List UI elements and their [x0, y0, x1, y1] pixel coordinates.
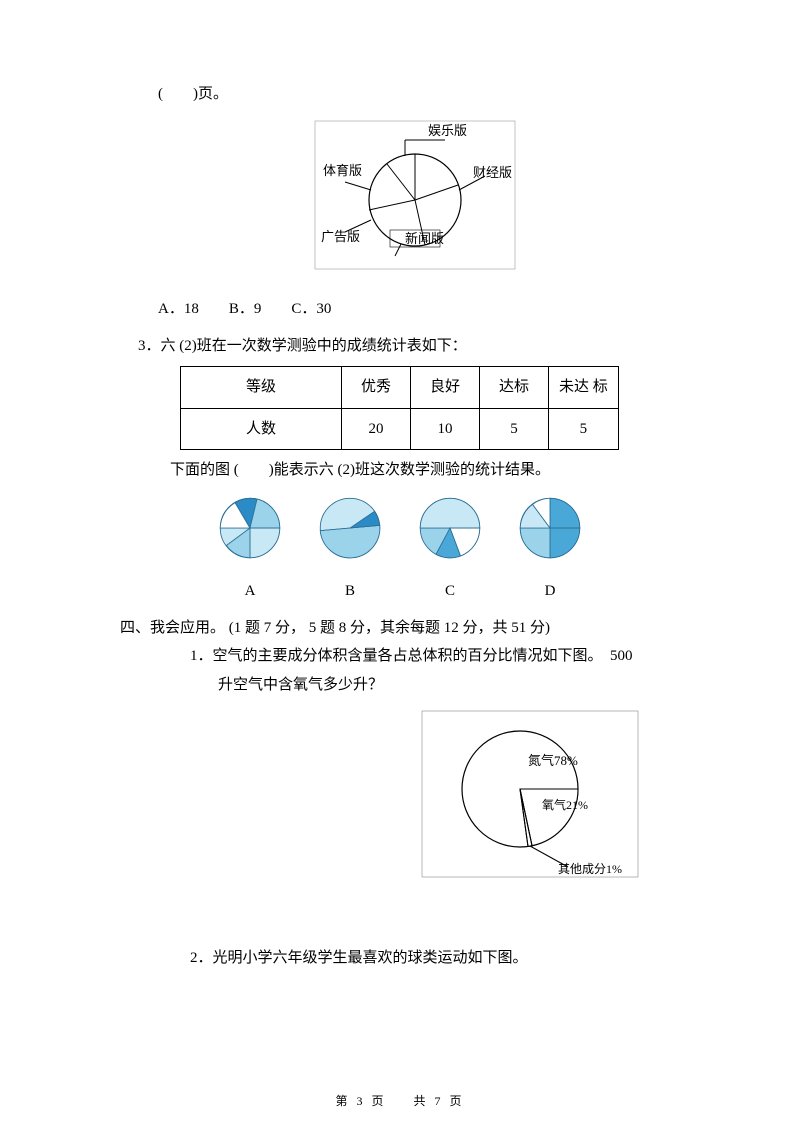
- opt-label-A: A: [215, 577, 285, 606]
- q3-after: 下面的图 ( )能表示六 (2)班这次数学测验的统计结果。: [170, 456, 680, 485]
- s4-q1-line1: 1．空气的主要成分体积含量各占总体积的百分比情况如下图。 500: [190, 642, 680, 671]
- th-fail: 未达 标: [549, 367, 619, 409]
- th-grade: 等级: [181, 367, 342, 409]
- pie-C: [415, 493, 485, 563]
- pie-D: [515, 493, 585, 563]
- s4-q2: 2．光明小学六年级学生最喜欢的球类运动如下图。: [190, 944, 680, 973]
- table-row: 人数 20 10 5 5: [181, 408, 619, 450]
- q2-blank-line: ( )页。: [158, 80, 680, 109]
- th-pass: 达标: [480, 367, 549, 409]
- option-C[interactable]: C: [415, 493, 485, 606]
- label-ads: 广告版: [321, 229, 360, 244]
- label-entertainment: 娱乐版: [428, 123, 467, 138]
- label-finance: 财经版: [473, 165, 512, 180]
- opt-label-B: B: [315, 577, 385, 606]
- s4-q1-line2: 升空气中含氧气多少升？: [218, 671, 680, 700]
- air-chart-figure: 氮气78% 氧气21% 其他成分1%: [120, 709, 640, 890]
- label-news: 新闻版: [405, 231, 444, 246]
- table-row: 等级 优秀 良好 达标 未达 标: [181, 367, 619, 409]
- pie-A: [215, 493, 285, 563]
- option-B[interactable]: B: [315, 493, 385, 606]
- air-o2-label: 氧气21%: [542, 797, 588, 812]
- opt-label-D: D: [515, 577, 585, 606]
- cell: 5: [549, 408, 619, 450]
- section4-heading: 四、我会应用。 (1 题 7 分， 5 题 8 分，其余每题 12 分，共 51…: [120, 614, 680, 643]
- page-content: ( )页。 娱乐版 体育版 广告版: [0, 0, 800, 1012]
- cell: 5: [480, 408, 549, 450]
- row-label: 人数: [181, 408, 342, 450]
- pie-B: [315, 493, 385, 563]
- cell: 20: [342, 408, 411, 450]
- footer-total: 共 7 页: [414, 1094, 465, 1108]
- q2-options: A．18 B．9 C．30: [158, 295, 680, 324]
- label-sports: 体育版: [323, 163, 362, 178]
- option-pies-row: A B C: [120, 493, 680, 606]
- option-D[interactable]: D: [515, 493, 585, 606]
- footer-current: 第 3 页: [335, 1094, 386, 1108]
- air-other-label: 其他成分1%: [558, 862, 622, 876]
- air-pie-svg: 氮气78% 氧气21% 其他成分1%: [420, 709, 640, 879]
- option-A[interactable]: A: [215, 493, 285, 606]
- th-excellent: 优秀: [342, 367, 411, 409]
- opt-label-C: C: [415, 577, 485, 606]
- page-footer: 第 3 页 共 7 页: [0, 1092, 800, 1109]
- stats-table: 等级 优秀 良好 达标 未达 标 人数 20 10 5 5: [180, 366, 619, 450]
- q3-stem: 3．六 (2)班在一次数学测验中的成绩统计表如下：: [138, 332, 680, 361]
- air-n2-label: 氮气78%: [528, 753, 578, 768]
- th-good: 良好: [411, 367, 480, 409]
- newspaper-pie-figure: 娱乐版 体育版 广告版 新闻版 财经版: [120, 115, 680, 286]
- newspaper-pie-svg: 娱乐版 体育版 广告版 新闻版 财经版: [275, 115, 525, 275]
- cell: 10: [411, 408, 480, 450]
